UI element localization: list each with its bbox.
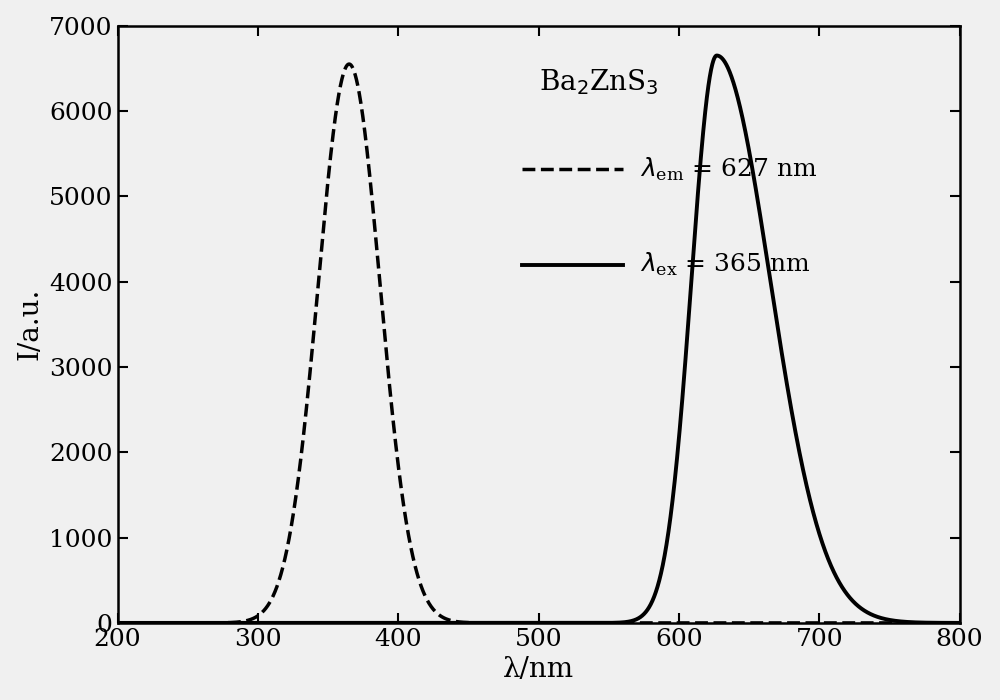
X-axis label: λ/nm: λ/nm bbox=[503, 657, 574, 683]
Text: Ba$_2$ZnS$_3$: Ba$_2$ZnS$_3$ bbox=[539, 67, 658, 97]
Text: $\lambda_{\mathregular{em}}$ = 627 nm: $\lambda_{\mathregular{em}}$ = 627 nm bbox=[640, 155, 817, 183]
Y-axis label: I/a.u.: I/a.u. bbox=[17, 288, 44, 360]
Text: $\lambda_{\mathregular{ex}}$ = 365 nm: $\lambda_{\mathregular{ex}}$ = 365 nm bbox=[640, 251, 810, 278]
